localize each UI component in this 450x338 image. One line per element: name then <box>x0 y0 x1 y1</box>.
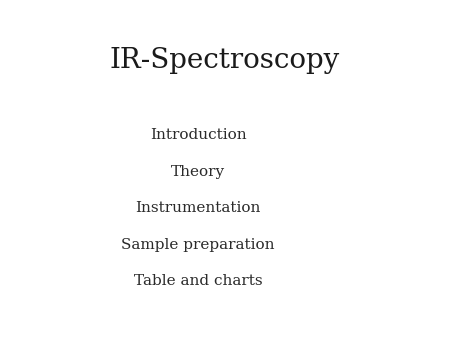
Text: Table and charts: Table and charts <box>134 274 262 288</box>
Text: Introduction: Introduction <box>150 128 246 142</box>
Text: IR-Spectroscopy: IR-Spectroscopy <box>110 47 340 74</box>
Text: Sample preparation: Sample preparation <box>121 238 275 252</box>
Text: Instrumentation: Instrumentation <box>135 201 261 215</box>
Text: Theory: Theory <box>171 165 225 179</box>
